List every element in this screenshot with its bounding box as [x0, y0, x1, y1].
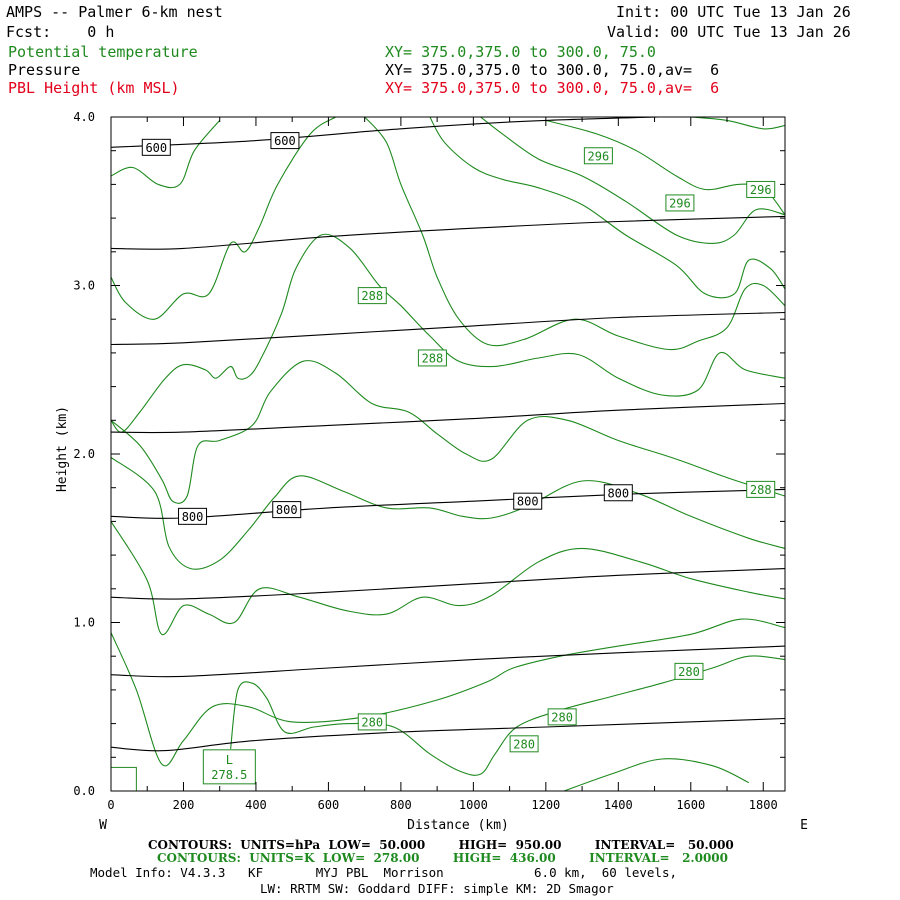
- svg-text:288: 288: [750, 483, 772, 497]
- theta-contour-7: [111, 117, 336, 320]
- x-tick-label-3: 600: [318, 798, 340, 812]
- theta-contour-8: [111, 120, 221, 189]
- contour-label-1: 600: [270, 132, 300, 150]
- legend-theta-xy: XY= 375.0,375.0 to 300.0, 75.0: [385, 43, 656, 61]
- theta-contour-12: [545, 119, 785, 216]
- x-tick-label-4: 800: [390, 798, 412, 812]
- theta-contour-1: [230, 655, 785, 776]
- legend-pbl-xy: XY= 375.0,375.0 to 300.0, 75.0,av= 6: [385, 79, 720, 97]
- x-tick-label-0: 0: [107, 798, 114, 812]
- legend-theta-name: Potential temperature: [8, 43, 198, 61]
- y-tick-label-0: 0.0: [73, 784, 95, 798]
- contour-label-7: 296: [665, 194, 695, 212]
- x-tick-label-1: 200: [173, 798, 195, 812]
- svg-text:288: 288: [422, 351, 444, 365]
- theta-contour-9: [364, 117, 785, 351]
- isobar-900: [111, 645, 785, 678]
- footer-model-info-2: LW: RRTM SW: Goddard DIFF: simple KM: 2D…: [260, 881, 614, 896]
- svg-text:L: L: [226, 753, 233, 767]
- svg-text:600: 600: [145, 141, 167, 155]
- y-tick-label-4: 4.0: [73, 110, 95, 124]
- contour-label-0: 600: [141, 138, 171, 156]
- svg-text:280: 280: [513, 737, 535, 751]
- x-tick-label-2: 400: [245, 798, 267, 812]
- svg-text:800: 800: [517, 495, 539, 509]
- contour-label-15: 280: [674, 662, 704, 680]
- svg-text:296: 296: [669, 196, 691, 210]
- contour-labels: 600 600 800 800 800 800 296 296 296 288 288 288 280 2…: [141, 132, 776, 785]
- svg-text:280: 280: [551, 710, 573, 724]
- x-tick-label-6: 1200: [531, 798, 560, 812]
- svg-text:280: 280: [361, 715, 383, 729]
- svg-text:800: 800: [182, 510, 204, 524]
- isobar-750: [111, 402, 785, 434]
- contour-label-6: 296: [583, 147, 613, 165]
- pbl-box: [111, 766, 137, 791]
- legend-pbl-name: PBL Height (km MSL): [8, 79, 180, 97]
- y-axis-label: Height (km): [55, 406, 70, 492]
- legend-pressure-name: Pressure: [8, 61, 81, 79]
- plot-frame: [110, 116, 786, 792]
- contour-label-5: 800: [603, 484, 633, 502]
- y-tick-label-1: 1.0: [73, 616, 95, 630]
- theta-contour-2: [111, 618, 785, 767]
- theta-contour-10: [429, 117, 785, 299]
- x-tick-label-7: 1400: [604, 798, 633, 812]
- theta-contour-0: [563, 758, 750, 791]
- y-tick-label-3: 3.0: [73, 279, 95, 293]
- x-axis-label: Distance (km): [407, 818, 509, 833]
- legend-pressure-xy: XY= 375.0,375.0 to 300.0, 75.0,av= 6: [385, 61, 720, 79]
- pressure-isobars: [111, 117, 785, 791]
- svg-text:296: 296: [750, 183, 772, 197]
- footer-model-info-1: Model Info: V4.3.3 KF MYJ PBL Morrison 6…: [90, 865, 677, 880]
- x-tick-label-8: 1600: [676, 798, 705, 812]
- theta-contour-13: [690, 117, 785, 130]
- isobar-850: [111, 568, 785, 600]
- theta-contour-4: [111, 456, 785, 570]
- y-tick-label-2: 2.0: [73, 447, 95, 461]
- isobar-950: [111, 717, 785, 752]
- contour-label-4: 800: [513, 492, 543, 510]
- isobar-800: [111, 488, 785, 519]
- contour-label-8: 296: [746, 180, 776, 198]
- contour-label-2: 800: [178, 507, 208, 525]
- svg-text:296: 296: [588, 149, 610, 163]
- svg-text:278.5: 278.5: [211, 768, 247, 782]
- contour-label-14: 280: [509, 735, 539, 753]
- isobar-700: [111, 311, 785, 346]
- contour-label-13: 280: [547, 708, 577, 726]
- contour-label-9: 288: [357, 287, 387, 305]
- contour-label-3: 800: [272, 501, 302, 519]
- footer-theta-contours: CONTOURS: UNITS=K LOW= 278.00 HIGH= 436.…: [157, 851, 728, 865]
- footer-pressure-contours: CONTOURS: UNITS=hPa LOW= 50.000 HIGH= 95…: [148, 838, 734, 852]
- svg-text:800: 800: [276, 503, 298, 517]
- svg-text:280: 280: [678, 665, 700, 679]
- theta-contour-3: [111, 521, 785, 635]
- theta-contour-6: [111, 233, 785, 433]
- forecast-hour: Fcst: 0 h: [6, 23, 115, 41]
- svg-text:288: 288: [361, 289, 383, 303]
- theta-contours: [111, 117, 785, 791]
- init-time: Init: 00 UTC Tue 13 Jan 26: [616, 3, 851, 21]
- isobar-650: [111, 215, 785, 250]
- model-title: AMPS -- Palmer 6-km nest: [6, 3, 223, 21]
- isobar-600: [111, 117, 676, 148]
- contour-label-11: 288: [746, 480, 776, 498]
- theta-contour-5: [111, 360, 785, 504]
- contour-label-10: 288: [417, 349, 447, 367]
- x-tick-label-9: 1800: [749, 798, 778, 812]
- axes: 0 200 400 600 800 1000 1200 1400 1600 1800 0.0 1.0 2…: [55, 110, 808, 833]
- x-tick-label-5: 1000: [459, 798, 488, 812]
- contour-label-12: 280: [357, 713, 387, 731]
- svg-text:600: 600: [274, 134, 296, 148]
- theta-contour-11: [480, 117, 785, 244]
- valid-time: Valid: 00 UTC Tue 13 Jan 26: [607, 23, 851, 41]
- west-label: W: [99, 818, 107, 833]
- east-label: E: [800, 818, 808, 833]
- svg-text:800: 800: [607, 486, 629, 500]
